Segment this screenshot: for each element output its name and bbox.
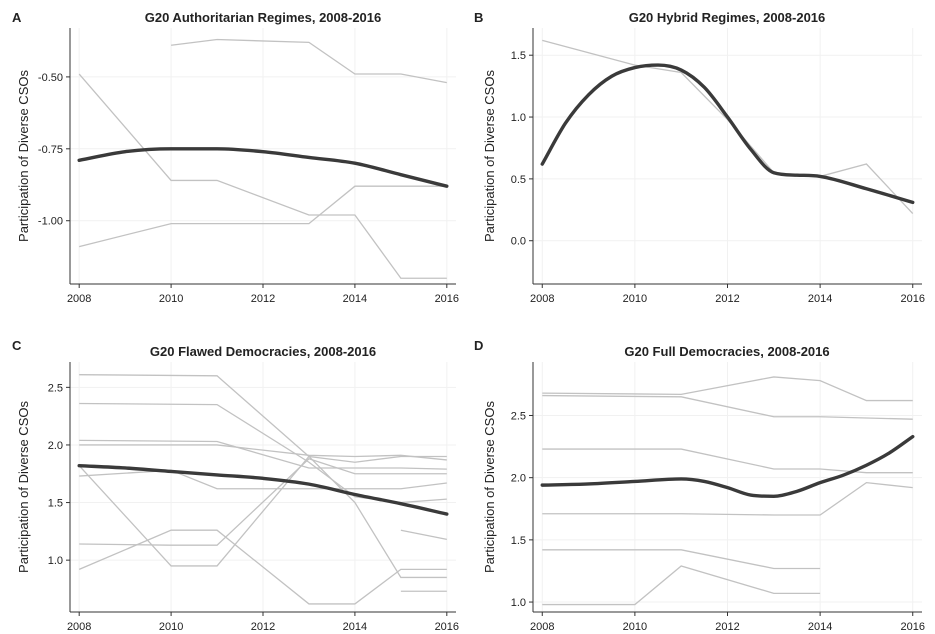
trend-line <box>540 63 915 205</box>
x-tick-label: 2014 <box>808 293 832 305</box>
y-tick-label: 0.5 <box>511 174 526 186</box>
trend-line <box>540 434 915 499</box>
x-tick-label: 2016 <box>435 621 459 633</box>
panel-label: D <box>474 338 483 353</box>
country-line <box>400 529 447 541</box>
country-line <box>542 481 913 516</box>
x-tick-label: 2008 <box>530 293 554 305</box>
country-line <box>542 565 821 606</box>
y-tick-label: 2.5 <box>48 382 63 394</box>
chart-title: G20 Full Democracies, 2008-2016 <box>624 344 829 359</box>
country-line <box>542 549 821 570</box>
x-tick-label: 2014 <box>343 293 367 305</box>
x-tick-label: 2008 <box>67 621 91 633</box>
y-tick-label: -0.75 <box>38 144 63 156</box>
country-line <box>79 458 447 546</box>
y-axis-title: Participation of Diverse CSOs <box>482 401 497 573</box>
x-tick-label: 2012 <box>251 621 275 633</box>
y-axis-title: Participation of Diverse CSOs <box>16 70 31 242</box>
y-tick-label: 1.5 <box>511 535 526 547</box>
chart-panel-c: 1.0 1.5 2.0 2.5 2008 2010 2012 2014 2016 C G20 Fla… <box>12 338 459 633</box>
y-axis-title: Participation of Diverse CSOs <box>16 401 31 573</box>
x-tick-label: 2010 <box>159 293 183 305</box>
x-tick-label: 2012 <box>715 621 739 633</box>
y-tick-label: 1.5 <box>48 498 63 510</box>
chart-title: G20 Authoritarian Regimes, 2008-2016 <box>145 10 382 25</box>
trend-line <box>77 147 449 188</box>
x-tick-label: 2008 <box>67 293 91 305</box>
x-tick-label: 2012 <box>251 293 275 305</box>
y-axis-title: Participation of Diverse CSOs <box>482 70 497 242</box>
panel-label: C <box>12 338 22 353</box>
x-tick-label: 2010 <box>623 621 647 633</box>
x-tick-label: 2016 <box>900 293 924 305</box>
country-line <box>79 185 447 248</box>
country-line <box>79 439 447 470</box>
chart-panel-b: 0.0 0.5 1.0 1.5 2008 2010 2012 2014 2016 B G20 Hyb… <box>474 10 925 305</box>
y-tick-label: 0.0 <box>511 236 526 248</box>
x-tick-label: 2010 <box>623 293 647 305</box>
y-tick-label: -0.50 <box>38 72 63 84</box>
country-line <box>542 448 913 474</box>
country-line <box>78 529 447 605</box>
y-tick-label: 1.0 <box>511 112 526 124</box>
trend-line <box>77 463 449 516</box>
x-tick-label: 2016 <box>900 621 924 633</box>
x-tick-label: 2010 <box>159 621 183 633</box>
country-line <box>171 38 447 84</box>
y-tick-label: 1.0 <box>511 597 526 609</box>
country-line <box>79 444 447 461</box>
y-tick-label: 2.0 <box>511 473 526 485</box>
panel-label: B <box>474 10 483 25</box>
y-tick-label: -1.00 <box>38 216 63 228</box>
country-line <box>542 394 913 420</box>
x-tick-label: 2008 <box>530 621 554 633</box>
x-tick-label: 2014 <box>808 621 832 633</box>
y-tick-label: 1.5 <box>511 50 526 62</box>
x-tick-label: 2014 <box>343 621 367 633</box>
chart-panel-a: -1.00 -0.75 -0.50 2008 2010 2012 2014 2016 A G20 … <box>12 10 459 305</box>
x-tick-label: 2012 <box>715 293 739 305</box>
x-tick-label: 2016 <box>435 293 459 305</box>
chart-panel-d: 1.0 1.5 2.0 2.5 2008 2010 2012 2014 2016 D G20 Ful… <box>474 338 925 633</box>
chart-title: G20 Hybrid Regimes, 2008-2016 <box>629 10 826 25</box>
country-line <box>542 376 913 402</box>
y-tick-label: 2.5 <box>511 410 526 422</box>
chart-title: G20 Flawed Democracies, 2008-2016 <box>150 344 376 359</box>
country-line <box>78 73 447 279</box>
panel-label: A <box>12 10 22 25</box>
country-line <box>78 455 447 579</box>
y-tick-label: 1.0 <box>48 555 63 567</box>
y-tick-label: 2.0 <box>48 440 63 452</box>
